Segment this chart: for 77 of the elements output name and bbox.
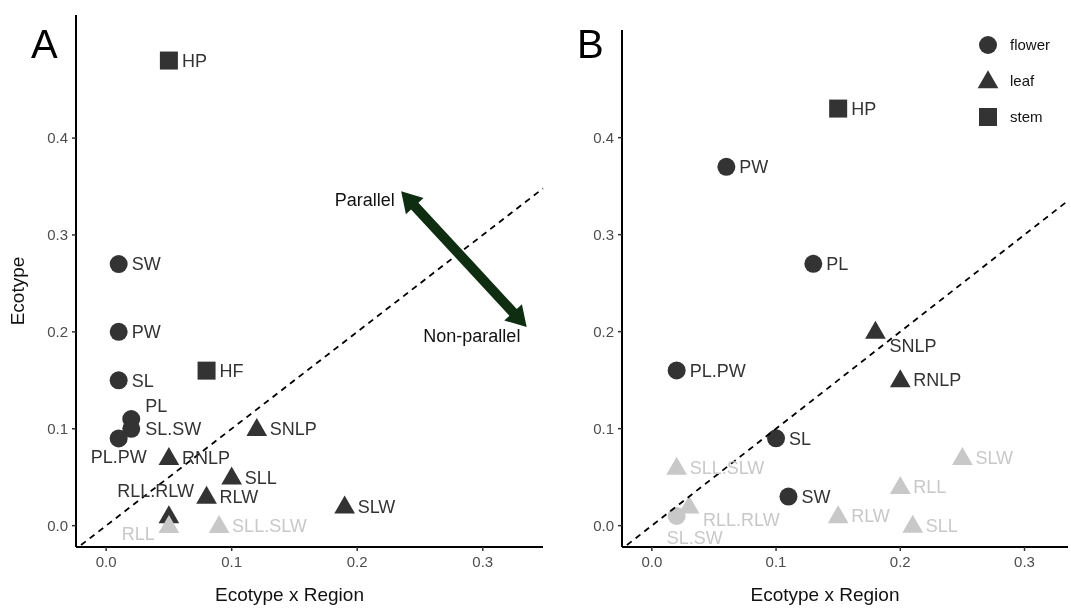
annotation: HP — [181, 50, 207, 71]
y-tick-label: 0.0 — [47, 516, 68, 534]
point — [779, 487, 798, 506]
x-tick-label: 0.1 — [221, 553, 243, 570]
point — [196, 485, 217, 504]
annotation: SLL.SLW — [689, 457, 765, 478]
point — [717, 157, 736, 176]
annotation: SNLP — [889, 335, 937, 356]
annotation: Parallel — [334, 189, 395, 210]
y-axis-title: Ecotype — [7, 256, 28, 326]
point — [208, 514, 230, 533]
point — [902, 514, 924, 533]
y-tick-label: 0.1 — [47, 420, 68, 438]
y-tick-label: 0.2 — [593, 322, 614, 340]
point — [109, 429, 128, 448]
y-tick-label: 0.2 — [47, 323, 68, 341]
point — [246, 417, 268, 436]
y-tick-label: 0.3 — [47, 226, 68, 244]
annotation: SLL — [244, 467, 277, 488]
annotation: SLW — [357, 496, 396, 517]
chart-title: B — [577, 22, 604, 66]
annotation: RLL.RLW — [117, 481, 194, 502]
annotation: RLW — [219, 486, 259, 507]
y-tick-label: 0.4 — [47, 129, 68, 147]
point — [678, 495, 700, 514]
point — [889, 476, 911, 495]
annotation: PL — [145, 396, 168, 417]
x-tick-label: 0.3 — [472, 553, 494, 570]
annotation: RNLP — [181, 448, 230, 469]
point — [804, 254, 823, 273]
point — [666, 456, 688, 475]
annotation: PL — [826, 254, 849, 275]
legend-label: flower — [1010, 36, 1051, 54]
annotation: PW — [131, 322, 161, 343]
annotation: HP — [851, 98, 877, 119]
point — [767, 429, 786, 448]
x-tick-label: 0.3 — [1014, 553, 1035, 570]
x-tick-label: 0.1 — [765, 553, 787, 570]
annotation: PW — [739, 157, 769, 178]
chart-title: A — [31, 22, 58, 66]
point — [109, 255, 128, 274]
annotation: PL.PW — [689, 360, 746, 381]
point — [827, 505, 849, 524]
point — [109, 371, 128, 390]
legend-label: stem — [1010, 108, 1043, 126]
annotation: SW — [801, 486, 831, 507]
x-tick-label: 0.0 — [95, 553, 117, 570]
annotation: Non-parallel — [423, 325, 521, 346]
x-tick-label: 0.0 — [641, 553, 663, 570]
point — [889, 369, 911, 388]
point — [158, 514, 180, 533]
point — [334, 495, 355, 514]
point — [829, 99, 848, 118]
point — [109, 322, 128, 341]
annotation: SL.SW — [145, 419, 202, 440]
x-tick-label: 0.2 — [346, 553, 368, 570]
y-tick-label: 0.1 — [593, 419, 614, 437]
legend-label: leaf — [1010, 72, 1036, 90]
annotation: SNLP — [269, 419, 317, 440]
annotation: RNLP — [913, 370, 962, 391]
y-tick-label: 0.0 — [593, 516, 614, 534]
annotation: SW — [131, 254, 161, 275]
y-tick-label: 0.3 — [593, 225, 614, 243]
point — [158, 447, 180, 466]
annotation: HF — [219, 360, 244, 381]
point — [952, 446, 973, 465]
y-tick-label: 0.4 — [593, 128, 614, 146]
annotation: SL — [131, 370, 154, 391]
x-axis-title: Ecotype x Region — [750, 584, 900, 605]
x-tick-label: 0.2 — [889, 553, 911, 570]
point — [865, 320, 886, 339]
point — [221, 466, 243, 485]
x-axis-title: Ecotype x Region — [215, 584, 364, 605]
point — [197, 361, 216, 380]
annotation: PL.PW — [90, 446, 147, 467]
annotation: SL — [789, 428, 812, 449]
point — [667, 361, 686, 380]
